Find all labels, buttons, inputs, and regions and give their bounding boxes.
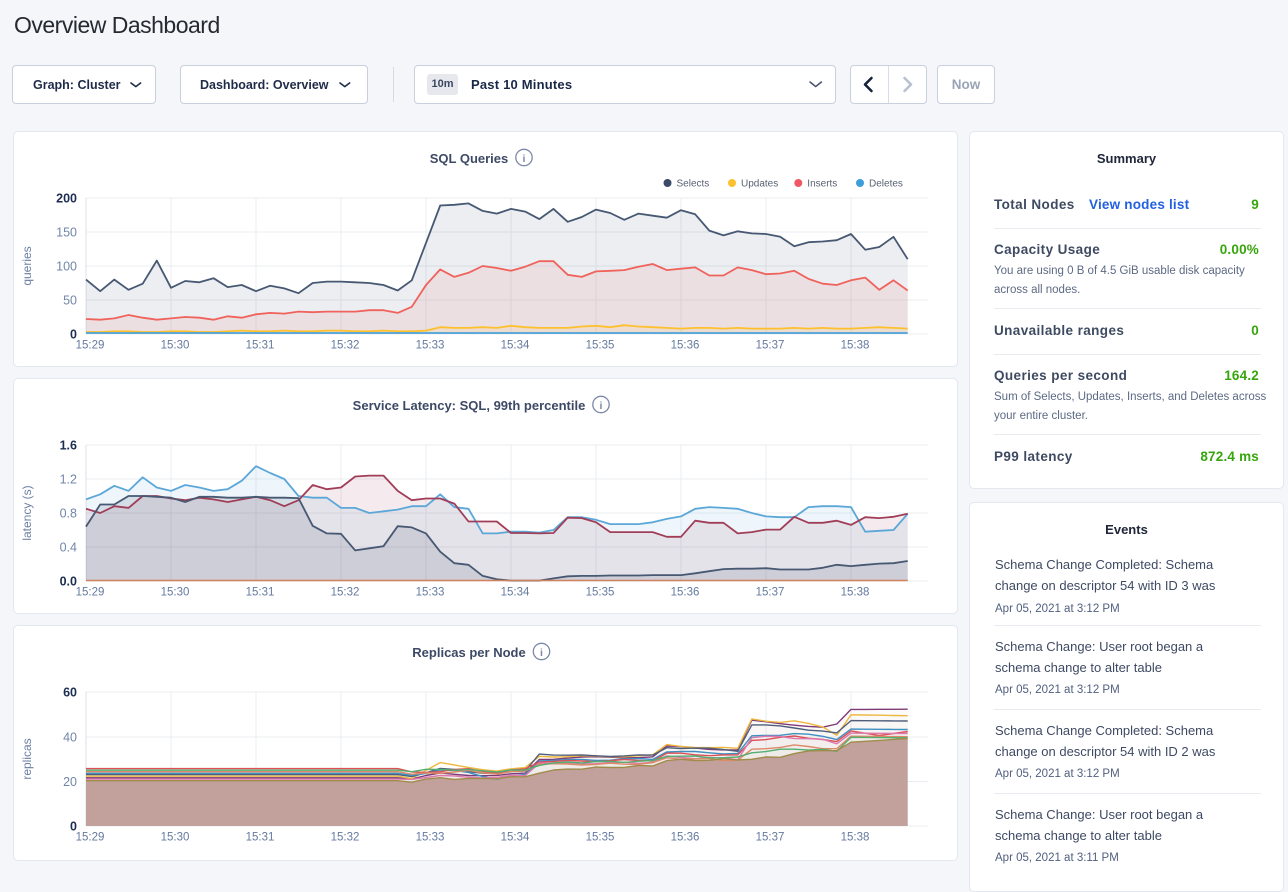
svg-text:60: 60 bbox=[63, 686, 77, 700]
svg-text:15:37: 15:37 bbox=[756, 587, 785, 599]
svg-text:0: 0 bbox=[70, 328, 77, 342]
svg-text:15:38: 15:38 bbox=[841, 340, 870, 352]
svg-text:20: 20 bbox=[63, 775, 77, 789]
svg-text:15:32: 15:32 bbox=[331, 587, 360, 599]
svg-text:15:29: 15:29 bbox=[76, 832, 105, 844]
svg-text:0.0: 0.0 bbox=[60, 575, 77, 589]
svg-text:15:30: 15:30 bbox=[161, 340, 190, 352]
svg-text:Deletes: Deletes bbox=[869, 179, 903, 190]
svg-text:15:38: 15:38 bbox=[841, 832, 870, 844]
svg-text:15:36: 15:36 bbox=[671, 587, 700, 599]
svg-text:Replicas per Node: Replicas per Node bbox=[412, 645, 525, 660]
svg-text:replicas: replicas bbox=[20, 738, 34, 779]
svg-text:200: 200 bbox=[56, 192, 77, 206]
svg-text:0.4: 0.4 bbox=[60, 541, 77, 555]
svg-text:15:30: 15:30 bbox=[161, 832, 190, 844]
svg-text:150: 150 bbox=[56, 226, 77, 240]
svg-text:15:34: 15:34 bbox=[501, 832, 530, 844]
svg-text:15:33: 15:33 bbox=[416, 340, 445, 352]
svg-text:1.2: 1.2 bbox=[60, 473, 77, 487]
svg-text:15:31: 15:31 bbox=[246, 340, 275, 352]
svg-text:i: i bbox=[600, 400, 603, 412]
svg-text:15:34: 15:34 bbox=[501, 340, 530, 352]
svg-text:15:33: 15:33 bbox=[416, 587, 445, 599]
svg-text:15:37: 15:37 bbox=[756, 340, 785, 352]
svg-text:15:30: 15:30 bbox=[161, 587, 190, 599]
svg-text:i: i bbox=[540, 647, 543, 659]
svg-text:15:35: 15:35 bbox=[586, 832, 615, 844]
svg-text:40: 40 bbox=[63, 731, 77, 745]
svg-text:15:35: 15:35 bbox=[586, 587, 615, 599]
svg-text:100: 100 bbox=[56, 260, 77, 274]
svg-text:Updates: Updates bbox=[741, 179, 778, 190]
svg-text:15:38: 15:38 bbox=[841, 587, 870, 599]
svg-text:Selects: Selects bbox=[677, 179, 710, 190]
svg-text:50: 50 bbox=[63, 294, 77, 308]
svg-text:queries: queries bbox=[20, 246, 34, 285]
svg-text:15:34: 15:34 bbox=[501, 587, 530, 599]
svg-text:15:33: 15:33 bbox=[416, 832, 445, 844]
svg-text:1.6: 1.6 bbox=[60, 439, 77, 453]
svg-text:i: i bbox=[523, 153, 526, 165]
svg-text:Inserts: Inserts bbox=[807, 179, 837, 190]
svg-text:0: 0 bbox=[70, 820, 77, 834]
svg-text:0.8: 0.8 bbox=[60, 507, 77, 521]
svg-text:15:36: 15:36 bbox=[671, 832, 700, 844]
svg-text:15:35: 15:35 bbox=[586, 340, 615, 352]
svg-text:15:29: 15:29 bbox=[76, 340, 105, 352]
svg-text:Service Latency: SQL, 99th per: Service Latency: SQL, 99th percentile bbox=[353, 398, 586, 413]
svg-text:15:31: 15:31 bbox=[246, 587, 275, 599]
svg-text:15:29: 15:29 bbox=[76, 587, 105, 599]
svg-text:latency (s): latency (s) bbox=[20, 485, 34, 540]
svg-text:15:32: 15:32 bbox=[331, 340, 360, 352]
svg-text:15:32: 15:32 bbox=[331, 832, 360, 844]
svg-text:15:37: 15:37 bbox=[756, 832, 785, 844]
svg-text:15:31: 15:31 bbox=[246, 832, 275, 844]
svg-text:15:36: 15:36 bbox=[671, 340, 700, 352]
svg-text:SQL Queries: SQL Queries bbox=[430, 151, 509, 166]
